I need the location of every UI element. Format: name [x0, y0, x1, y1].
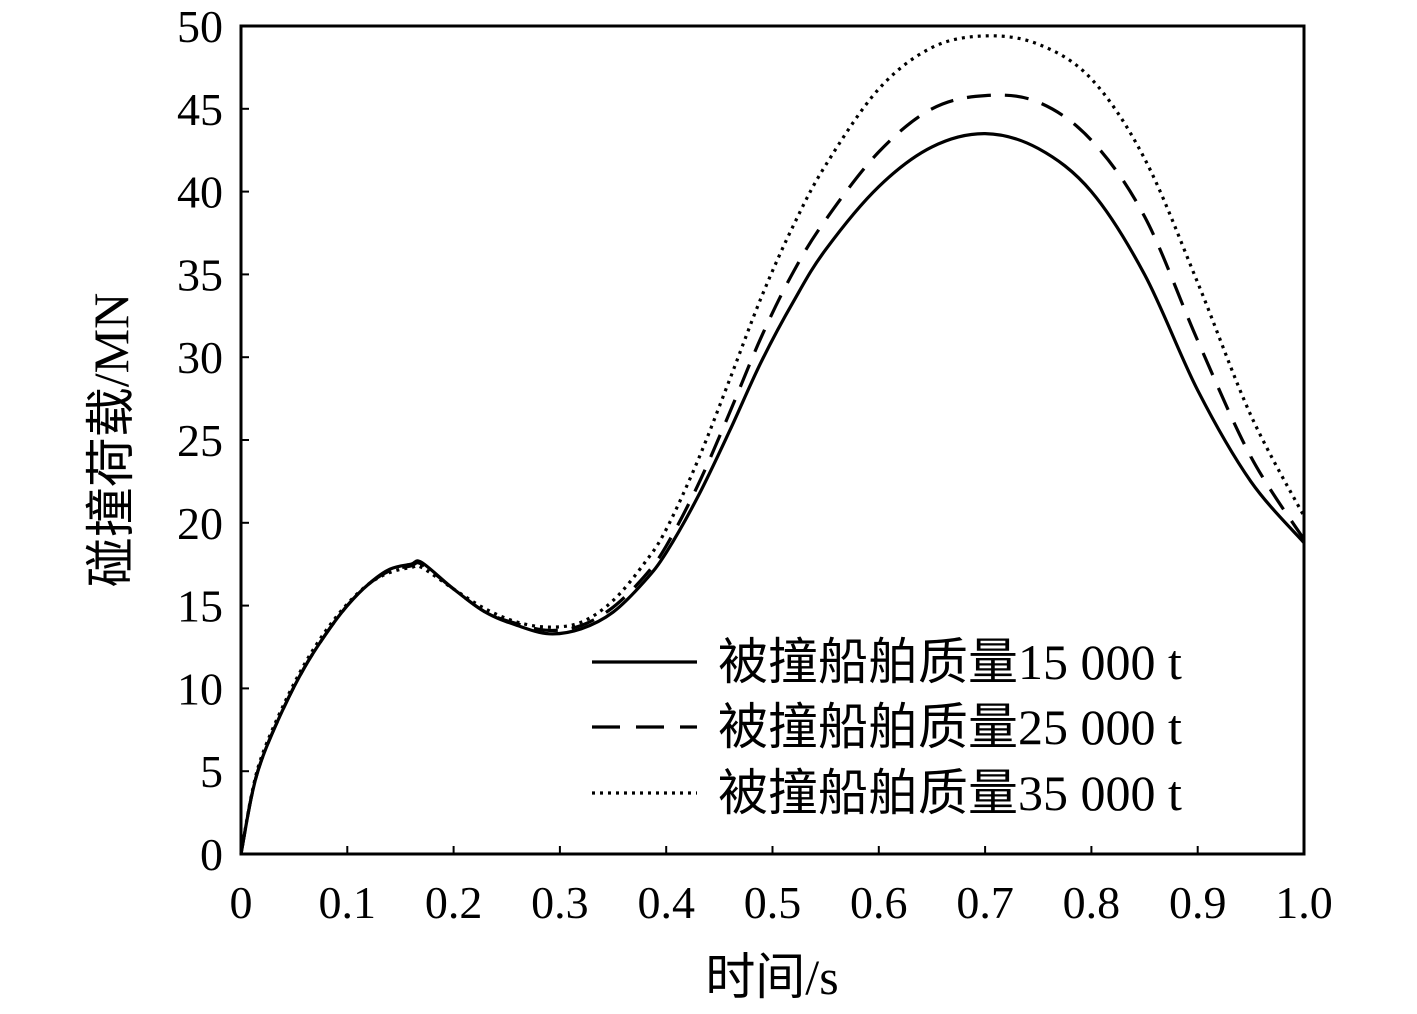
y-tick-label: 25: [177, 415, 223, 466]
y-tick-label: 0: [200, 829, 223, 880]
y-axis-ticks: 0 5 10 15 20 25 30 35 40 45 50: [177, 1, 249, 880]
y-tick-label: 10: [177, 663, 223, 714]
x-axis-ticks: 0 0.1 0.2 0.3 0.4 0.5 0.6 0.7 0.8 0.9 1.0: [230, 846, 1333, 928]
x-tick-label: 1.0: [1275, 877, 1333, 928]
x-tick-label: 0: [230, 877, 253, 928]
x-tick-label: 0.8: [1063, 877, 1121, 928]
y-tick-label: 45: [177, 84, 223, 135]
x-tick-label: 0.3: [531, 877, 589, 928]
series-line-2: [239, 93, 1306, 855]
y-tick-label: 50: [177, 1, 223, 52]
legend: 被撞船舶质量15 000 t 被撞船舶质量25 000 t 被撞船舶质量35 000…: [592, 634, 1182, 821]
legend-label-3: 被撞船舶质量35 000 t: [718, 765, 1182, 821]
y-tick-label: 15: [177, 581, 223, 632]
x-tick-label: 0.7: [956, 877, 1014, 928]
x-tick-label: 0.9: [1169, 877, 1227, 928]
y-tick-label: 20: [177, 498, 223, 549]
x-tick-label: 0.2: [425, 877, 483, 928]
y-axis-title: 碰撞荷载/MN: [83, 293, 139, 587]
x-axis-title: 时间/s: [705, 949, 838, 1005]
x-tick-label: 0.5: [744, 877, 802, 928]
legend-label-2: 被撞船舶质量25 000 t: [718, 699, 1182, 755]
y-tick-label: 40: [177, 167, 223, 218]
series-layer: [239, 34, 1306, 855]
x-tick-label: 0.1: [319, 877, 377, 928]
x-tick-label: 0.4: [637, 877, 695, 928]
y-tick-label: 30: [177, 332, 223, 383]
legend-label-1: 被撞船舶质量15 000 t: [718, 634, 1182, 690]
x-tick-label: 0.6: [850, 877, 908, 928]
y-tick-label: 35: [177, 249, 223, 300]
series-line-1: [239, 131, 1306, 855]
y-tick-label: 5: [200, 746, 223, 797]
